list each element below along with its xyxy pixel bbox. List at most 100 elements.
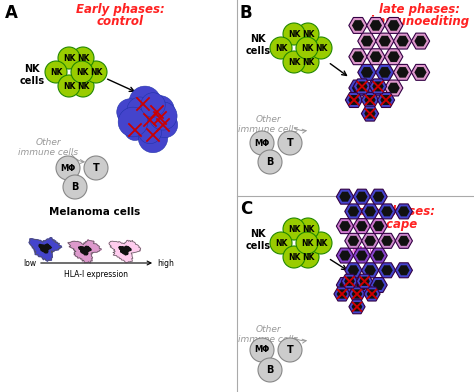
- Text: NK
cells: NK cells: [246, 229, 271, 251]
- Text: IFN-γ: IFN-γ: [352, 51, 375, 60]
- Text: high: high: [157, 258, 174, 267]
- Text: NK: NK: [76, 67, 88, 76]
- Text: NK: NK: [302, 58, 314, 67]
- Circle shape: [258, 150, 282, 174]
- Circle shape: [118, 107, 148, 137]
- Polygon shape: [29, 238, 62, 261]
- Circle shape: [138, 120, 162, 143]
- Text: NK: NK: [275, 44, 287, 53]
- Text: NK: NK: [77, 82, 89, 91]
- Circle shape: [283, 218, 305, 240]
- Circle shape: [310, 232, 332, 254]
- Text: NK: NK: [50, 67, 62, 76]
- Circle shape: [145, 110, 165, 131]
- Text: T: T: [287, 138, 293, 148]
- Circle shape: [85, 61, 107, 83]
- Text: NK: NK: [77, 53, 89, 62]
- Circle shape: [63, 175, 87, 199]
- Circle shape: [270, 37, 292, 59]
- Circle shape: [58, 47, 80, 69]
- Circle shape: [72, 47, 94, 69]
- Text: Early phases:: Early phases:: [76, 3, 164, 16]
- Circle shape: [278, 131, 302, 155]
- Text: B: B: [240, 4, 253, 22]
- Text: late phases:: late phases:: [380, 3, 461, 16]
- Text: NK
cells: NK cells: [19, 64, 45, 86]
- Text: NK
cells: NK cells: [246, 34, 271, 56]
- Text: Other
immune cells: Other immune cells: [238, 325, 298, 345]
- Text: NK: NK: [315, 238, 327, 247]
- Circle shape: [310, 37, 332, 59]
- Circle shape: [296, 232, 318, 254]
- Polygon shape: [39, 244, 51, 253]
- Circle shape: [141, 93, 165, 117]
- Text: NK: NK: [275, 238, 287, 247]
- Circle shape: [117, 99, 143, 125]
- Text: B: B: [71, 182, 79, 192]
- Text: late phases:: late phases:: [355, 205, 436, 218]
- Circle shape: [56, 156, 80, 180]
- Text: control: control: [97, 15, 144, 28]
- Text: C: C: [240, 200, 252, 218]
- Text: B: B: [266, 365, 273, 375]
- Text: NK: NK: [63, 53, 75, 62]
- Text: NK: NK: [301, 238, 313, 247]
- Circle shape: [146, 96, 174, 124]
- Text: T: T: [92, 163, 100, 173]
- Polygon shape: [79, 246, 91, 255]
- Circle shape: [258, 358, 282, 382]
- Text: NK: NK: [63, 82, 75, 91]
- Text: MΦ: MΦ: [255, 345, 270, 354]
- Circle shape: [45, 61, 67, 83]
- Circle shape: [72, 75, 94, 97]
- Circle shape: [149, 102, 177, 130]
- Polygon shape: [68, 240, 101, 263]
- Circle shape: [152, 113, 178, 138]
- Text: B: B: [266, 157, 273, 167]
- Text: HLA-I expression: HLA-I expression: [64, 270, 128, 279]
- Circle shape: [127, 97, 153, 123]
- Text: NK: NK: [302, 29, 314, 38]
- Polygon shape: [119, 246, 131, 255]
- Circle shape: [130, 107, 156, 133]
- Text: Other
immune cells: Other immune cells: [18, 138, 78, 158]
- Text: MΦ: MΦ: [255, 138, 270, 147]
- Text: NK: NK: [302, 252, 314, 261]
- Circle shape: [297, 23, 319, 45]
- Text: Other
immune cells: Other immune cells: [238, 115, 298, 134]
- Polygon shape: [109, 240, 141, 263]
- Circle shape: [129, 86, 161, 118]
- Circle shape: [297, 246, 319, 268]
- Text: low: low: [23, 258, 36, 267]
- Text: NK: NK: [90, 67, 102, 76]
- Text: A: A: [5, 4, 18, 22]
- Text: Melanoma cells: Melanoma cells: [49, 207, 141, 217]
- Text: immunoediting: immunoediting: [370, 15, 470, 28]
- Circle shape: [296, 37, 318, 59]
- Circle shape: [283, 23, 305, 45]
- Circle shape: [58, 75, 80, 97]
- Circle shape: [297, 218, 319, 240]
- Text: NK: NK: [288, 252, 300, 261]
- Text: NK: NK: [288, 29, 300, 38]
- Text: NK: NK: [315, 44, 327, 53]
- Circle shape: [71, 61, 93, 83]
- Circle shape: [138, 123, 168, 152]
- Text: NK: NK: [288, 225, 300, 234]
- Text: MΦ: MΦ: [60, 163, 76, 172]
- Circle shape: [278, 338, 302, 362]
- Circle shape: [297, 51, 319, 73]
- Circle shape: [270, 232, 292, 254]
- Text: NK: NK: [302, 225, 314, 234]
- Circle shape: [84, 156, 108, 180]
- Circle shape: [283, 246, 305, 268]
- Circle shape: [125, 120, 146, 140]
- Circle shape: [250, 338, 274, 362]
- Text: T: T: [287, 345, 293, 355]
- Text: IFN-γ: IFN-γ: [352, 245, 375, 254]
- Text: NK: NK: [288, 58, 300, 67]
- Text: escape: escape: [372, 218, 418, 231]
- Text: NK: NK: [301, 44, 313, 53]
- Circle shape: [250, 131, 274, 155]
- Circle shape: [283, 51, 305, 73]
